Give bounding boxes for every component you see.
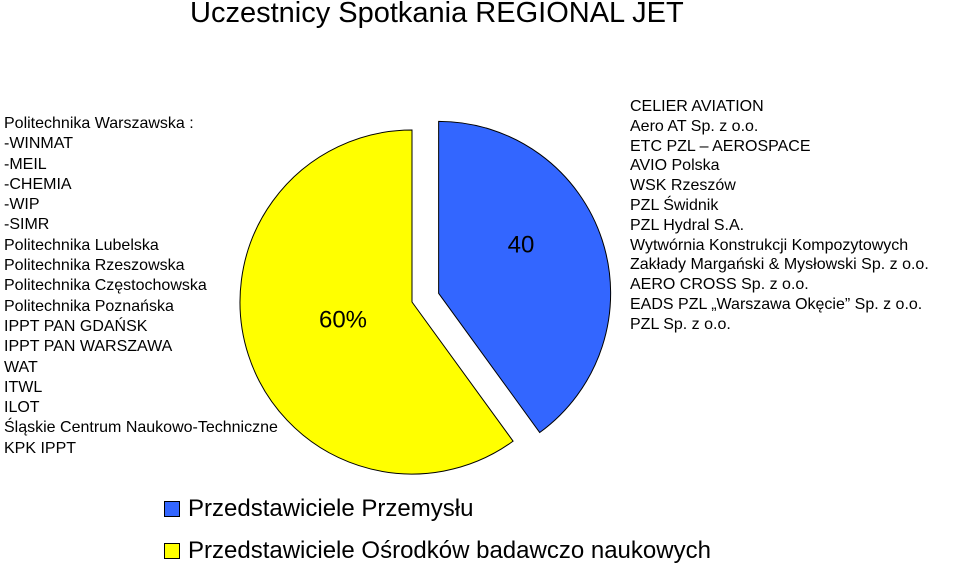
list-item: Wytwórnia Konstrukcji Kompozytowych (630, 236, 909, 254)
list-item: ILOT (4, 399, 40, 417)
list-item: PZL Świdnik (630, 196, 719, 214)
list-item: Śląskie Centrum Naukowo-Techniczne (4, 419, 278, 437)
list-item: Zakłady Margański & Mysłowski Sp. z o.o. (630, 256, 929, 274)
list-item: CELIER AVIATION (630, 98, 764, 115)
legend-label: Przedstawiciele Przemysłu (188, 495, 474, 522)
list-item: Aero AT Sp. z o.o. (630, 117, 759, 135)
list-item: AVIO Polska (630, 157, 720, 175)
list-item: KPK IPPT (4, 439, 77, 457)
pie-slice (438, 120, 612, 434)
list-item: Politechnika Rzeszowska (4, 257, 185, 275)
list-item: -MEIL (4, 155, 47, 173)
list-item: AERO CROSS Sp. z o.o. (630, 276, 809, 294)
industry-list: CELIER AVIATION Aero AT Sp. z o.o. ETC P… (630, 97, 929, 335)
pie-slices (239, 120, 612, 475)
pie-slice (239, 129, 514, 475)
list-item: WAT (4, 358, 38, 376)
list-item: IPPT PAN WARSZAWA (4, 338, 173, 356)
legend-item: Przedstawiciele Przemysłu (164, 495, 473, 523)
list-item: -SIMR (4, 216, 50, 234)
list-item: -WIP (4, 196, 40, 214)
list-item: PZL Hydral S.A. (630, 216, 745, 234)
list-item: -CHEMIA (4, 175, 72, 193)
list-item: Politechnika Częstochowska (4, 277, 207, 295)
list-item: ETC PZL – AEROSPACE (630, 137, 811, 155)
list-item: EADS PZL „Warszawa Okęcie” Sp. z o.o. (630, 295, 923, 313)
chart-title: Uczestnicy Spotkania REGIONAL JET (190, 0, 684, 29)
research-centers-list: Politechnika Warszawska : -WINMAT -MEIL … (4, 114, 278, 459)
legend-swatch (164, 501, 180, 517)
list-item: ITWL (4, 378, 43, 396)
pie-slice-label: 40 (508, 231, 535, 258)
pie-slice-label: 60% (319, 306, 367, 333)
legend-item: Przedstawiciele Ośrodków badawczo naukow… (164, 537, 711, 565)
legend-swatch (164, 543, 180, 559)
list-item: PZL Sp. z o.o. (630, 315, 731, 333)
pie-labels: 40 60% (319, 231, 534, 333)
legend-label: Przedstawiciele Ośrodków badawczo naukow… (188, 537, 711, 564)
list-item: Politechnika Lubelska (4, 236, 159, 254)
list-item: -WINMAT (4, 135, 74, 153)
list-item: IPPT PAN GDAŃSK (4, 317, 148, 335)
list-item: Politechnika Poznańska (4, 297, 174, 315)
list-item: Politechnika Warszawska : (4, 115, 194, 132)
list-item: WSK Rzeszów (630, 177, 736, 195)
